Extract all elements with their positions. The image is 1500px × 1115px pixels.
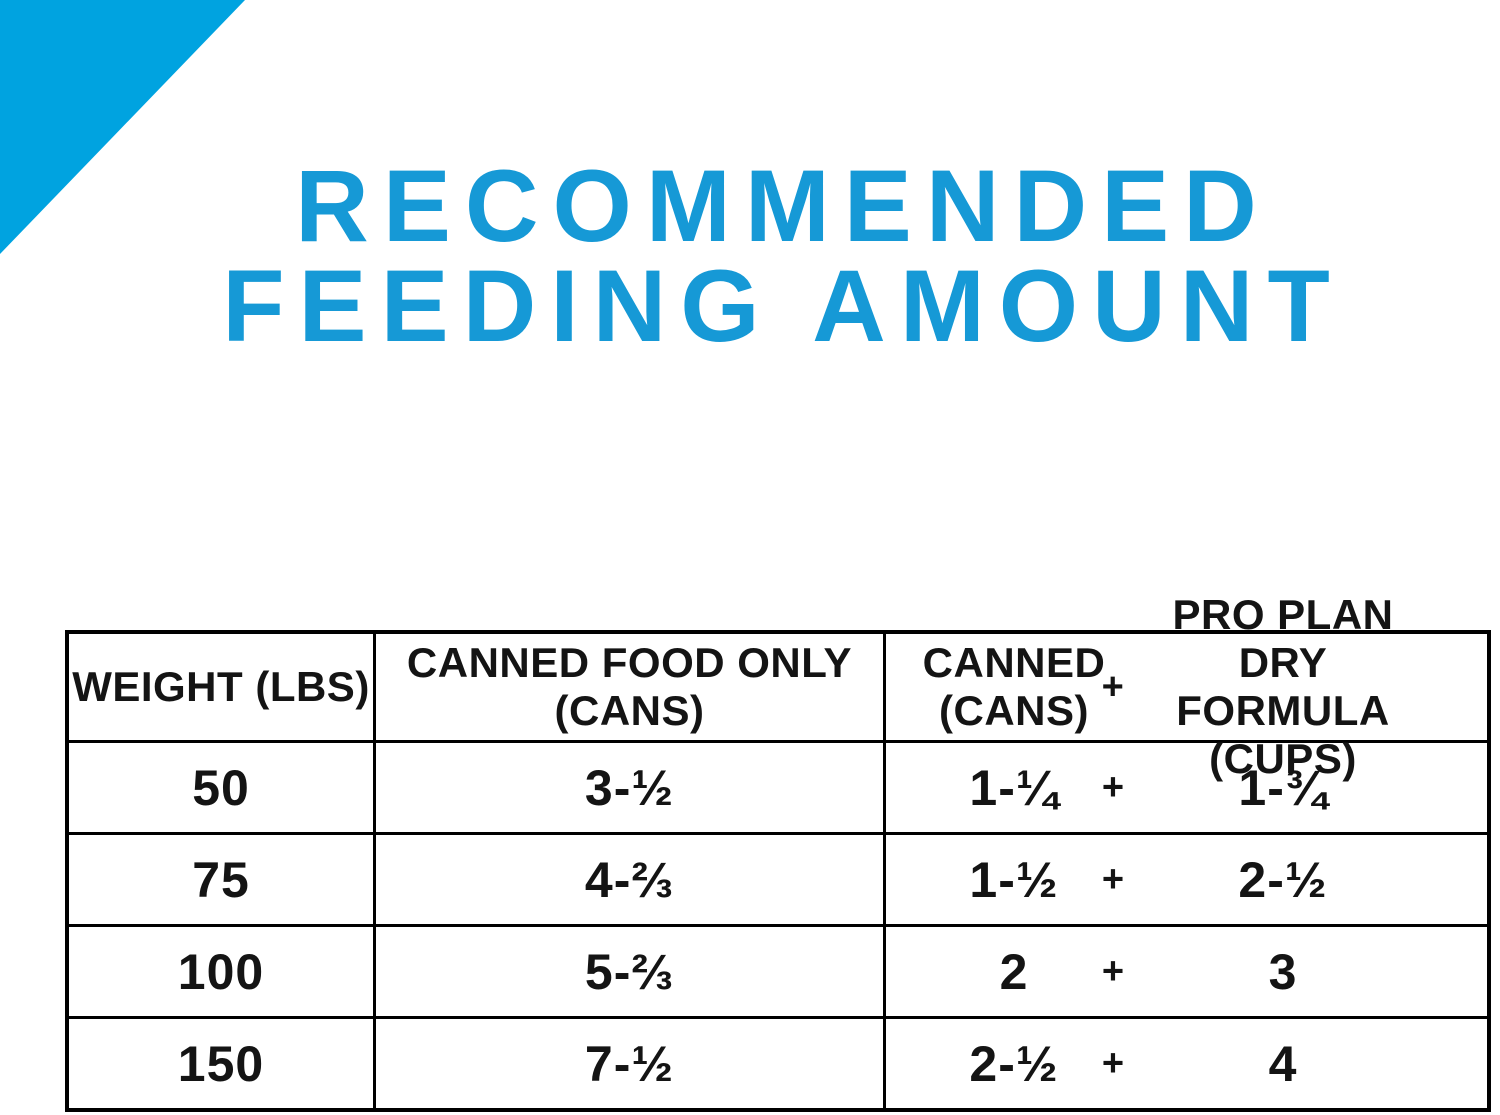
weight-value: 150	[177, 1035, 265, 1092]
header-dry-formula-line2: FORMULA (CUPS)	[1176, 687, 1390, 782]
header-canned-cans: CANNED (CANS)	[886, 639, 1142, 735]
canned-value: 2	[999, 943, 1029, 1000]
page-title: RECOMMENDED FEEDING AMOUNT	[33, 149, 1500, 363]
header-canned-cans-line1: CANNED	[922, 639, 1106, 686]
header-dry-formula: PRO PLAN DRY FORMULA (CUPS)	[1133, 591, 1433, 783]
weight-value: 100	[177, 943, 265, 1000]
plus-sign: +	[1101, 950, 1125, 992]
header-combined: CANNED (CANS) + PRO PLAN DRY FORMULA (CU…	[883, 591, 1487, 782]
table-row-50lbs: 50 3-½ 1-¼ + 1-¾	[69, 740, 1487, 832]
plus-sign: +	[1101, 1042, 1125, 1084]
canned-value: 2-½	[969, 1035, 1059, 1092]
combined-value: 1-¼ + 1-¾	[883, 743, 1487, 832]
table-header-row: WEIGHT (LBS) CANNED FOOD ONLY (CANS) CAN…	[69, 591, 1487, 782]
dry-value: 4	[1268, 1035, 1298, 1092]
weight-value: 50	[192, 759, 250, 816]
header-canned-only-line1: CANNED FOOD ONLY	[406, 639, 853, 686]
canned-only-value: 4-⅔	[373, 835, 883, 924]
canned-only-value: 5-⅔	[373, 927, 883, 1016]
header-weight-label: WEIGHT (LBS)	[72, 663, 370, 710]
header-canned-only-line2: (CANS)	[554, 687, 705, 734]
combined-value: 2-½ + 4	[883, 1019, 1487, 1108]
dry-value: 1-¾	[1238, 759, 1328, 816]
feeding-amount-table: WEIGHT (LBS) CANNED FOOD ONLY (CANS) CAN…	[65, 591, 1491, 1112]
weight-value: 75	[192, 851, 250, 908]
plus-sign: +	[1101, 858, 1125, 900]
canned-value: 1-½	[969, 851, 1059, 908]
page-title-line2: FEEDING AMOUNT	[222, 249, 1344, 363]
plus-sign: +	[1101, 766, 1125, 808]
page-title-line1: RECOMMENDED	[295, 149, 1271, 263]
combined-value: 1-½ + 2-½	[883, 835, 1487, 924]
header-weight: WEIGHT (LBS)	[69, 634, 373, 740]
header-plus-sign: +	[1101, 666, 1125, 708]
dry-value: 3	[1268, 943, 1298, 1000]
dry-value: 2-½	[1238, 851, 1328, 908]
table-row-150lbs: 150 7-½ 2-½ + 4	[69, 1016, 1487, 1108]
header-dry-formula-line1: PRO PLAN DRY	[1172, 591, 1394, 686]
combined-value: 2 + 3	[883, 927, 1487, 1016]
header-canned-only: CANNED FOOD ONLY (CANS)	[373, 634, 883, 740]
table-row-100lbs: 100 5-⅔ 2 + 3	[69, 924, 1487, 1016]
table-row-75lbs: 75 4-⅔ 1-½ + 2-½	[69, 832, 1487, 924]
header-canned-cans-line2: (CANS)	[939, 687, 1089, 734]
canned-value: 1-¼	[969, 759, 1059, 816]
canned-only-value: 3-½	[373, 743, 883, 832]
canned-only-value: 7-½	[373, 1019, 883, 1108]
